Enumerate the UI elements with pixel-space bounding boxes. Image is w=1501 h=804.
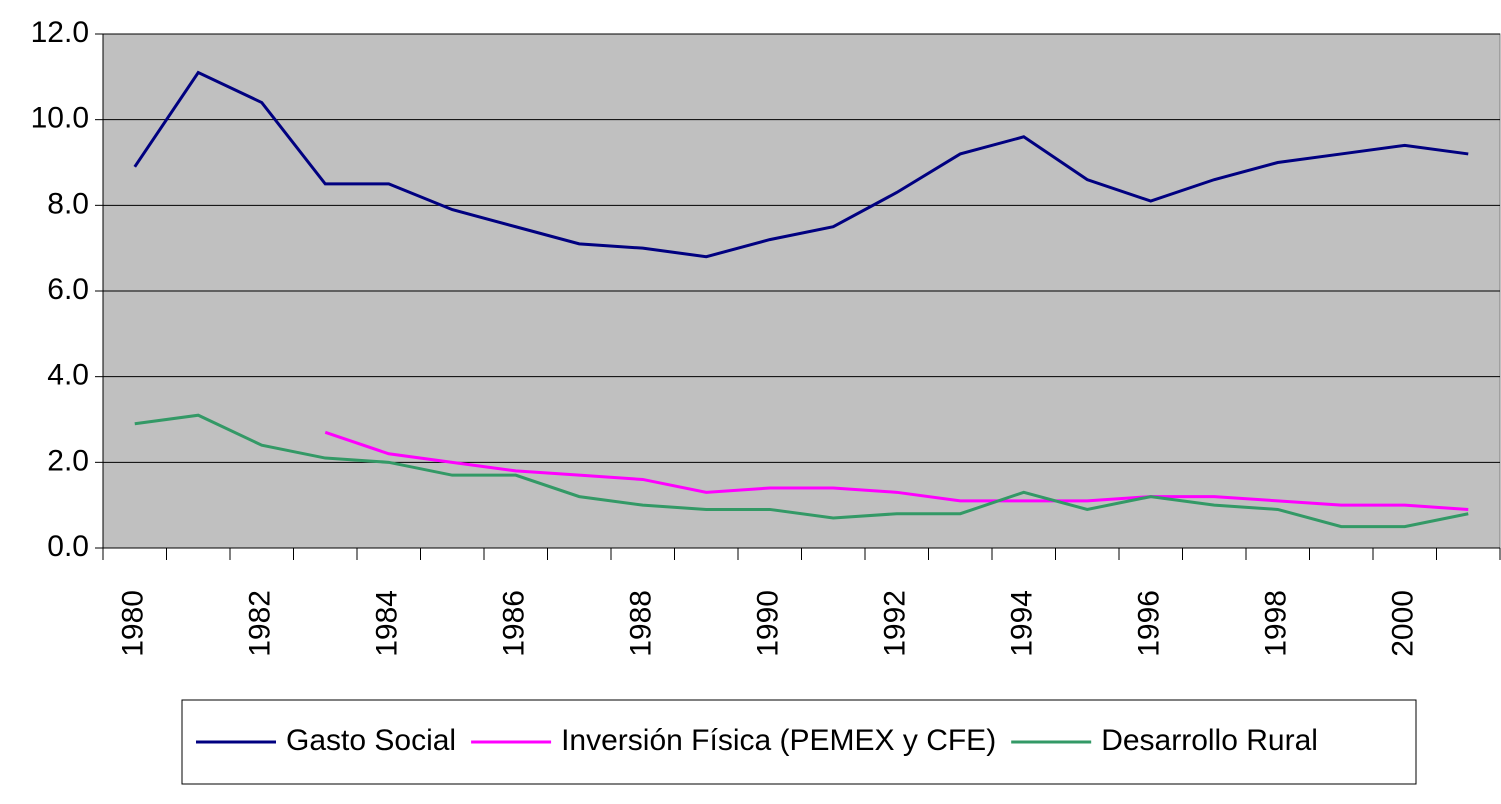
legend-label: Desarrollo Rural [1101,724,1318,757]
legend-label: Gasto Social [286,724,456,757]
legend [181,699,1417,785]
x-tick-label: 1992 [879,590,912,657]
series-line [133,70,1469,259]
y-tick-label: 6.0 [47,273,89,306]
y-tick-label: 8.0 [47,187,89,220]
x-tick-label: 1984 [371,590,404,657]
x-tick-label: 1986 [498,590,531,657]
x-tick-label: 1990 [752,590,785,657]
x-tick-label: 1988 [625,590,658,657]
y-tick-label: 12.0 [31,16,89,49]
y-tick-label: 4.0 [47,359,89,392]
y-tick-label: 2.0 [47,444,89,477]
x-tick-label: 1982 [244,590,277,657]
x-tick-label: 1996 [1133,590,1166,657]
y-tick-label: 10.0 [31,102,89,135]
legend-label: Inversión Física (PEMEX y CFE) [561,724,996,757]
x-tick-label: 2000 [1387,590,1420,657]
x-tick-label: 1980 [117,590,150,657]
y-tick-label: 0.0 [47,530,89,563]
series-line [134,413,1469,529]
x-tick-label: 1994 [1006,590,1039,657]
series-line [324,430,1469,511]
x-tick-label: 1998 [1260,590,1293,657]
